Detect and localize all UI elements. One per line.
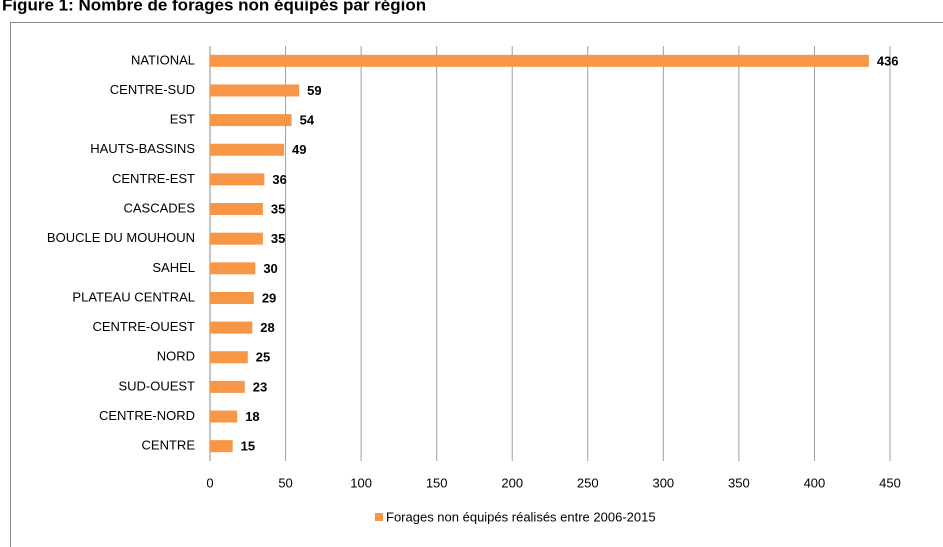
legend-label: Forages non équipés réalisés entre 2006-… — [386, 509, 656, 524]
bar — [210, 84, 300, 97]
x-tick-label: 350 — [728, 475, 750, 490]
bar — [210, 410, 238, 423]
value-label: 23 — [253, 379, 267, 394]
value-label: 35 — [271, 231, 285, 246]
y-tick-label: HAUTS-BASSINS — [90, 141, 195, 156]
y-tick-label: SUD-OUEST — [118, 378, 195, 393]
bar — [210, 54, 869, 67]
value-label: 49 — [292, 142, 306, 157]
bar — [210, 380, 245, 393]
value-label: 35 — [271, 201, 285, 216]
x-tick-label: 150 — [426, 475, 448, 490]
x-tick-label: 300 — [652, 475, 674, 490]
bar — [210, 173, 265, 186]
x-tick-label: 50 — [278, 475, 292, 490]
x-tick-label: 400 — [804, 475, 826, 490]
y-tick-label: CENTRE-NORD — [99, 408, 195, 423]
bar — [210, 114, 292, 127]
bar — [210, 440, 233, 453]
y-tick-label: PLATEAU CENTRAL — [72, 289, 195, 304]
y-tick-label: CENTRE-OUEST — [92, 319, 195, 334]
value-label: 18 — [245, 409, 259, 424]
bar — [210, 262, 256, 275]
y-tick-label: NORD — [157, 349, 195, 364]
value-label: 15 — [241, 439, 255, 454]
y-tick-label: SAHEL — [152, 260, 195, 275]
x-tick-label: 0 — [206, 475, 213, 490]
bar — [210, 291, 254, 304]
value-label: 29 — [262, 290, 276, 305]
value-label: 25 — [256, 350, 270, 365]
bar — [210, 232, 263, 245]
legend-swatch — [375, 513, 383, 521]
value-label: 436 — [877, 53, 899, 68]
bar — [210, 321, 253, 334]
x-tick-label: 450 — [879, 475, 901, 490]
bar — [210, 203, 263, 216]
y-tick-label: NATIONAL — [131, 52, 195, 67]
value-label: 30 — [263, 261, 277, 276]
value-label: 59 — [307, 83, 321, 98]
y-tick-label: CENTRE-SUD — [110, 82, 195, 97]
y-tick-label: CENTRE-EST — [112, 171, 195, 186]
value-label: 28 — [260, 320, 274, 335]
value-label: 36 — [272, 172, 286, 187]
chart-frame — [10, 22, 943, 547]
x-tick-label: 250 — [577, 475, 599, 490]
chart-title: Figure 1: Nombre de forages non équipés … — [2, 0, 426, 14]
y-tick-label: EST — [170, 112, 195, 127]
value-label: 54 — [300, 113, 315, 128]
x-tick-label: 100 — [350, 475, 372, 490]
y-tick-label: CENTRE — [142, 438, 196, 453]
bar — [210, 143, 285, 156]
x-tick-label: 200 — [501, 475, 523, 490]
y-tick-label: CASCADES — [123, 200, 195, 215]
bar — [210, 351, 248, 364]
y-tick-label: BOUCLE DU MOUHOUN — [47, 230, 195, 245]
